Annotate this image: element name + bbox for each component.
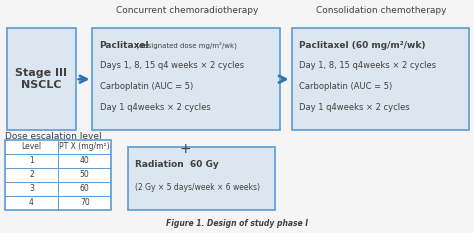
Text: Consolidation chemotherapy: Consolidation chemotherapy [316, 6, 447, 15]
Text: 40: 40 [80, 156, 90, 165]
Text: Day 1 q4weeks × 2 cycles: Day 1 q4weeks × 2 cycles [299, 103, 410, 112]
FancyBboxPatch shape [7, 28, 76, 130]
Text: 3: 3 [29, 184, 34, 193]
FancyBboxPatch shape [128, 147, 275, 210]
Text: Carboplatin (AUC = 5): Carboplatin (AUC = 5) [299, 82, 392, 91]
Text: Carboplatin (AUC = 5): Carboplatin (AUC = 5) [100, 82, 193, 91]
Text: Day 1, 8, 15 q4weeks × 2 cycles: Day 1, 8, 15 q4weeks × 2 cycles [299, 61, 436, 70]
Text: Radiation  60 Gy: Radiation 60 Gy [135, 160, 219, 169]
Text: 60: 60 [80, 184, 90, 193]
Text: Day 1 q4weeks × 2 cycles: Day 1 q4weeks × 2 cycles [100, 103, 210, 112]
Text: (2 Gy × 5 days/week × 6 weeks): (2 Gy × 5 days/week × 6 weeks) [135, 183, 260, 192]
Text: Level: Level [21, 142, 41, 151]
Text: PT X (mg/m²): PT X (mg/m²) [59, 142, 110, 151]
Text: Paclitaxel: Paclitaxel [100, 41, 149, 50]
Text: 4: 4 [29, 198, 34, 207]
FancyBboxPatch shape [92, 28, 280, 130]
Text: +: + [179, 142, 191, 156]
Text: 1: 1 [29, 156, 34, 165]
Text: Stage III
NSCLC: Stage III NSCLC [16, 69, 67, 90]
Text: Paclitaxel (60 mg/m²/wk): Paclitaxel (60 mg/m²/wk) [299, 41, 425, 50]
Text: 2: 2 [29, 170, 34, 179]
Text: Figure 1. Design of study phase I: Figure 1. Design of study phase I [166, 219, 308, 228]
FancyBboxPatch shape [292, 28, 469, 130]
Text: 70: 70 [80, 198, 90, 207]
Text: Concurrent chemoradiotherapy: Concurrent chemoradiotherapy [116, 6, 258, 15]
Text: 50: 50 [80, 170, 90, 179]
FancyBboxPatch shape [5, 140, 111, 210]
Text: (designated dose mg/m²/wk): (designated dose mg/m²/wk) [134, 42, 237, 49]
Text: Dose escalation level: Dose escalation level [5, 132, 101, 141]
Text: Days 1, 8, 15 q4 weeks × 2 cycles: Days 1, 8, 15 q4 weeks × 2 cycles [100, 61, 244, 70]
